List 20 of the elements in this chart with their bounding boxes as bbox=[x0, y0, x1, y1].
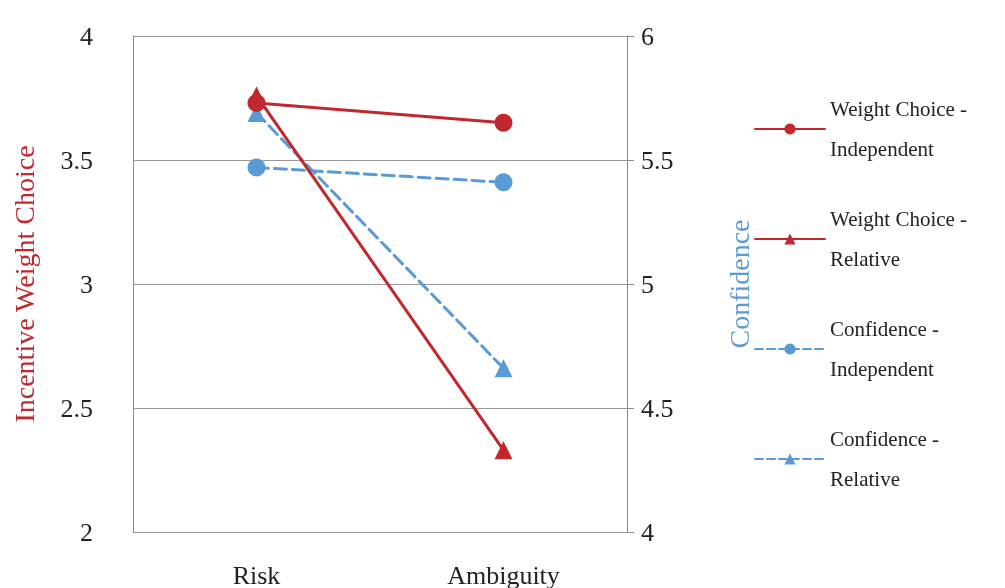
y2-tick-label: 5.5 bbox=[641, 145, 674, 175]
y-tick-label: 2 bbox=[80, 517, 93, 547]
y2-tick-label: 5 bbox=[641, 269, 654, 299]
y-tick-label: 3 bbox=[80, 269, 93, 299]
y2-tick-label: 4.5 bbox=[641, 393, 674, 423]
legend-label: Confidence - Relative bbox=[830, 427, 945, 491]
x-tick-label: Risk bbox=[232, 560, 281, 588]
legend-label: Confidence - Independent bbox=[830, 317, 945, 381]
y2-tick-label: 4 bbox=[641, 517, 654, 547]
y-axis-title: Incentive Weight Choice bbox=[8, 145, 40, 423]
y-tick-label: 4 bbox=[80, 21, 93, 51]
y-tick-label: 2.5 bbox=[60, 393, 93, 423]
legend-label: Weight Choice - Relative bbox=[830, 207, 973, 271]
y-tick-label: 3.5 bbox=[60, 145, 93, 175]
y2-axis-title: Confidence bbox=[723, 219, 755, 349]
point bbox=[494, 113, 513, 132]
y2-tick-label: 6 bbox=[641, 21, 654, 51]
point bbox=[247, 158, 266, 177]
legend-label: Weight Choice - Independent bbox=[830, 97, 973, 161]
point bbox=[494, 173, 513, 192]
